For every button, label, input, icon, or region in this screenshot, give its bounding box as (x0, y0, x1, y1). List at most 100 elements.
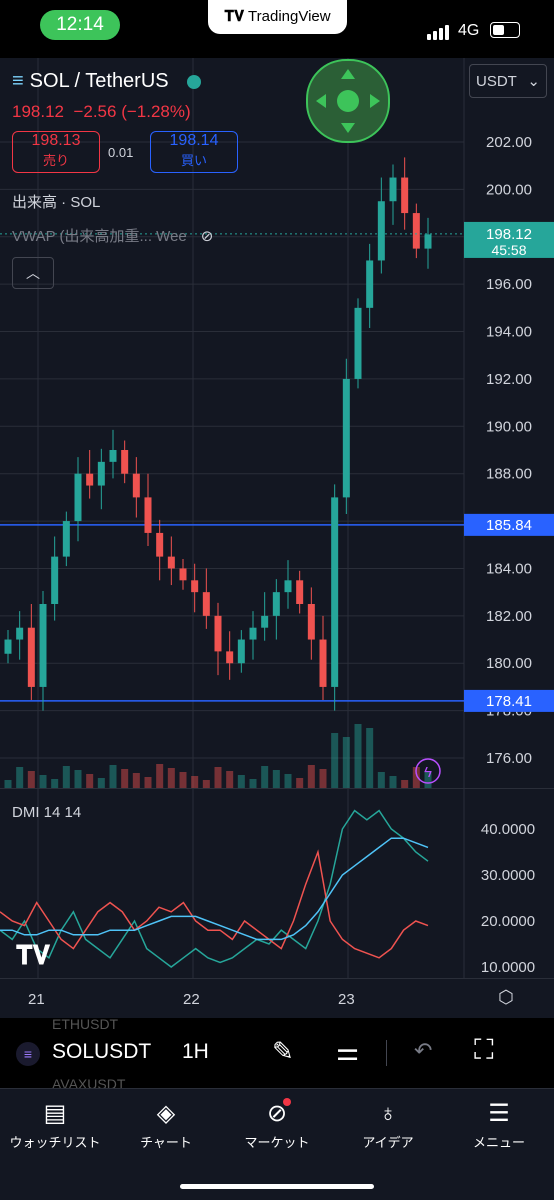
candle-body (39, 604, 47, 687)
price-tick: 190.00 (486, 418, 532, 435)
currency-select[interactable]: USDT ⌄ (469, 64, 547, 98)
candle-body (62, 521, 70, 557)
symbol-title-text: SOL / TetherUS (29, 70, 169, 92)
volume-bar (296, 778, 304, 788)
tab-label: メニュー (472, 1135, 525, 1150)
buy-button[interactable]: 198.14 買い (150, 131, 238, 173)
indicators-icon[interactable]: ⚌ (336, 1036, 360, 1066)
dmi-tick: 20.0000 (481, 913, 535, 930)
dmi-tick: 10.0000 (481, 959, 535, 976)
volume-bar (331, 733, 339, 788)
status-time: 12:14 (40, 10, 120, 40)
buy-price: 198.14 (169, 132, 219, 149)
symbol-toolbar (0, 1018, 554, 1088)
tab-ideas[interactable]: ♁ アイデア (333, 1096, 443, 1151)
change-value: −2.56 (−1.28%) (73, 102, 191, 121)
candle-body (424, 234, 432, 249)
candle-body (214, 615, 222, 652)
level-price-label: 178.41 (486, 693, 532, 710)
chevron-down-icon: ⌄ (527, 73, 540, 90)
solana-icon: ≡ (16, 1042, 40, 1066)
candle-body (191, 580, 199, 593)
level-price-badge (464, 689, 554, 712)
dmi-chart-svg: 40.0000 30.0000 20.0000 10.0000 (0, 789, 535, 979)
sell-price: 198.13 (31, 132, 81, 149)
candle-body (249, 627, 257, 640)
candle-body (354, 307, 362, 379)
symbol-title[interactable]: ≡ SOL / TetherUS (12, 70, 201, 93)
undo-icon[interactable]: ↶ (414, 1038, 433, 1063)
dmi-line (0, 809, 429, 968)
price-tick: 188.00 (486, 466, 532, 483)
dmi-pane[interactable]: 40.0000 30.0000 20.0000 10.0000 (0, 788, 554, 979)
tab-label: アイデア (362, 1135, 414, 1150)
current-price-label: 198.12 (486, 226, 532, 243)
time-tick: 23 (338, 991, 355, 1008)
tradingview-tab-label: TradingView (248, 8, 331, 25)
joystick-control[interactable] (306, 59, 390, 143)
volume-bar (214, 767, 222, 788)
time-axis[interactable]: 21 22 23 ⬡ (0, 978, 554, 1019)
candle-body (307, 604, 315, 640)
volume-bar (389, 776, 397, 788)
candle-body (237, 639, 245, 664)
candle-body (284, 580, 292, 593)
price-tick: 184.00 (486, 560, 532, 577)
candle-body (121, 450, 129, 474)
volume-bar (366, 728, 374, 788)
menu-icon: ☰ (488, 1100, 510, 1127)
sell-button[interactable]: 198.13 売り (12, 131, 100, 173)
tab-watchlist[interactable]: ▤ ウォッチリスト (0, 1096, 110, 1151)
volume-bar (27, 771, 35, 788)
tradingview-watermark-icon: 𝐓𝐕 (16, 940, 50, 970)
timeframe-selector[interactable]: 1H (182, 1040, 209, 1063)
candle-body (156, 532, 164, 557)
volume-bar (272, 770, 280, 788)
tab-menu[interactable]: ☰ メニュー (444, 1096, 554, 1151)
price-tick: 176.00 (486, 750, 532, 767)
price-chart[interactable]: 202.00200.00198.00196.00194.00192.00190.… (0, 58, 554, 788)
candle-body (74, 473, 82, 522)
fullscreen-icon[interactable]: ⛶ (474, 1034, 494, 1065)
battery-icon (490, 22, 520, 38)
volume-bar (342, 737, 350, 788)
buy-label: 買い (180, 153, 207, 168)
volume-bar (144, 777, 152, 788)
watchlist-icon: ▤ (43, 1100, 67, 1127)
dmi-line (0, 837, 429, 941)
currency-value: USDT (476, 73, 517, 90)
candle-body (86, 473, 94, 486)
vwap-indicator-label[interactable]: VWAP (出来高加重... Wee ⊘ (12, 225, 213, 246)
symbol-selector[interactable]: SOLUSDT (52, 1040, 152, 1063)
volume-bar (4, 780, 12, 788)
spread-value: 0.01 (108, 145, 134, 160)
volume-bar (237, 775, 245, 788)
candle-body (319, 639, 327, 687)
home-indicator (180, 1184, 374, 1189)
candle-body (331, 497, 339, 687)
candle-body (377, 201, 385, 261)
volume-bar (132, 773, 140, 788)
price-tick: 192.00 (486, 371, 532, 388)
tab-chart[interactable]: ◈ チャート (111, 1096, 221, 1151)
candle-body (296, 580, 304, 604)
candlestick-chart-svg[interactable]: 202.00200.00198.00196.00194.00192.00190.… (0, 58, 554, 788)
volume-bar (284, 774, 292, 788)
dmi-label[interactable]: DMI 14 14 (12, 804, 82, 821)
volume-indicator-label[interactable]: 出来高 · SOL (12, 194, 101, 211)
tab-market[interactable]: ⊘ マーケット (222, 1096, 332, 1151)
eye-hidden-icon[interactable]: ⊘ (200, 228, 214, 245)
candle-body (4, 639, 12, 654)
volume-bar (121, 769, 129, 788)
volume-bar (86, 774, 94, 788)
market-open-icon (186, 74, 201, 89)
candle-body (202, 592, 210, 616)
tradingview-tab[interactable]: 𝐓𝐕 TradingView (208, 0, 347, 34)
lightning-icon: ϟ (424, 764, 432, 781)
price-tick: 194.00 (486, 324, 532, 341)
volume-bar (249, 779, 257, 788)
chart-settings-icon[interactable]: ⬡ (498, 987, 514, 1007)
chevron-up-icon[interactable]: ︿ (12, 257, 54, 289)
volume-bar (191, 776, 199, 788)
drawing-pen-icon[interactable]: ✎ (272, 1036, 294, 1066)
